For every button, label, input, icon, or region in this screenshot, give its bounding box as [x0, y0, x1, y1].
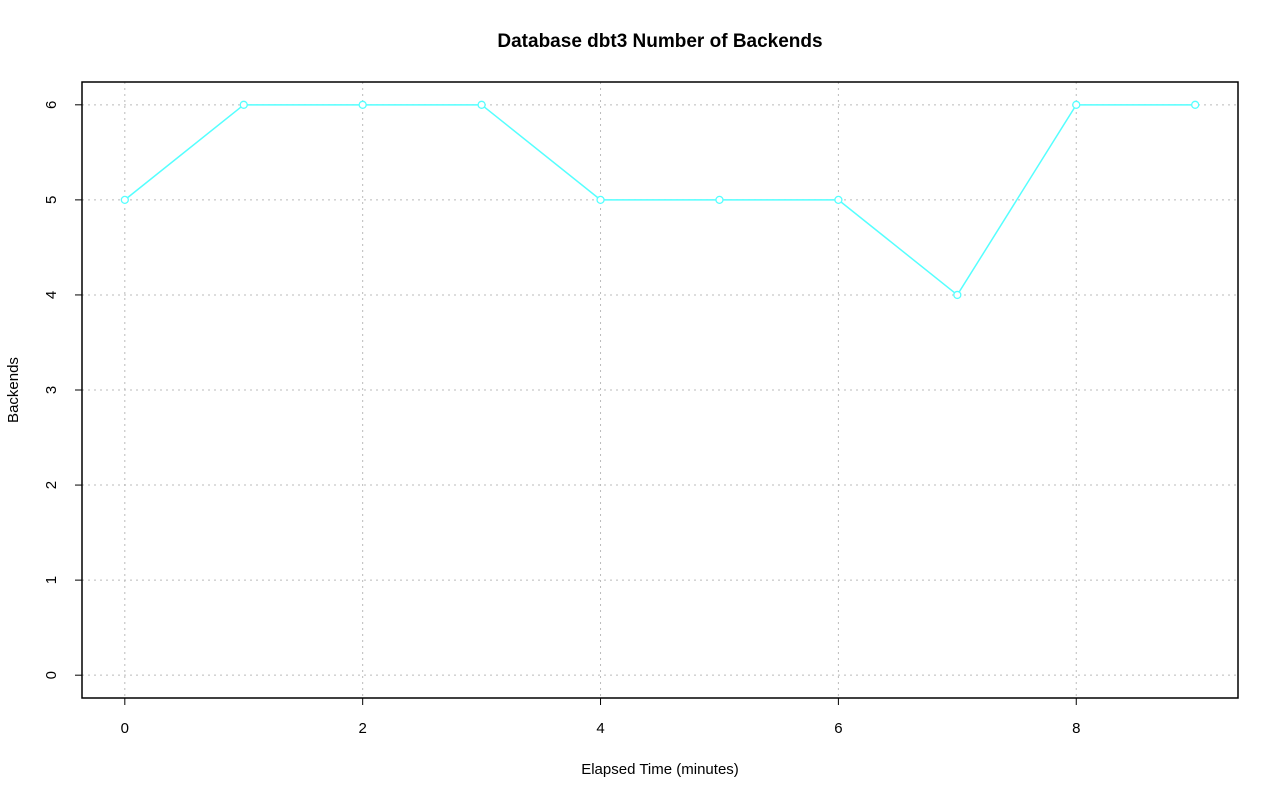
point	[358, 100, 367, 109]
y-tick-label: 5	[43, 196, 60, 204]
point	[120, 195, 129, 205]
point	[477, 100, 486, 109]
point	[1191, 100, 1200, 109]
series-line	[124, 104, 1196, 297]
y-tick-label: 4	[43, 291, 60, 299]
y-tick-label: 1	[43, 576, 60, 584]
point	[596, 195, 605, 205]
point	[1072, 100, 1081, 109]
y-tick-label: 0	[43, 671, 60, 679]
point	[953, 290, 962, 300]
x-axis-label: Elapsed Time (minutes)	[581, 761, 739, 778]
y-axis-label: Backends	[5, 357, 22, 423]
y-tick-label: 6	[43, 101, 60, 109]
x-tick-label: 0	[121, 720, 129, 737]
plot-frame	[81, 81, 1239, 699]
y-tick-label: 2	[43, 481, 60, 489]
x-tick-label: 2	[359, 720, 367, 737]
y-tick-label: 3	[43, 386, 60, 394]
x-tick-label: 8	[1072, 720, 1080, 737]
x-tick-label: 6	[834, 720, 842, 737]
x-tick-label: 4	[596, 720, 604, 737]
point	[239, 100, 248, 109]
chart-title: Database dbt3 Number of Backends	[497, 31, 822, 52]
point	[834, 195, 843, 205]
point	[715, 195, 724, 205]
